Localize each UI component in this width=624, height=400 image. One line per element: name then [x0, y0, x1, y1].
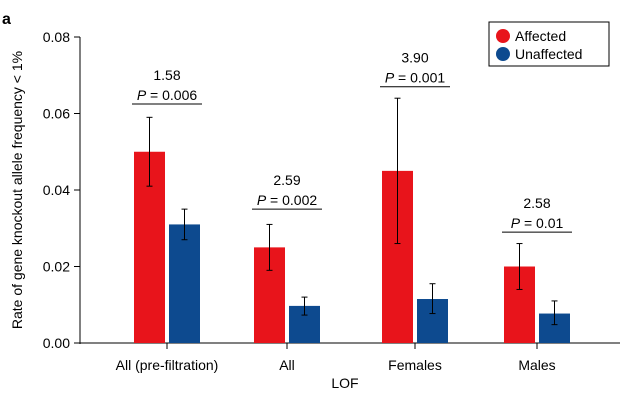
legend-label-affected: Affected: [515, 28, 566, 44]
y-tick-label: 0.02: [43, 259, 70, 275]
y-tick-label: 0.00: [43, 335, 70, 351]
y-tick-label: 0.06: [43, 106, 70, 122]
x-axis-label: LOF: [331, 375, 358, 391]
y-tick-label: 0.04: [43, 182, 70, 198]
legend-swatch-unaffected: [496, 47, 510, 61]
p-value-label: P = 0.002: [257, 192, 318, 208]
panel-label: a: [2, 11, 11, 28]
p-value-label: P = 0.01: [511, 215, 564, 231]
y-tick-label: 0.08: [43, 29, 70, 45]
legend-label-unaffected: Unaffected: [515, 46, 582, 62]
p-symbol: P: [137, 87, 147, 103]
p-symbol: P: [511, 215, 521, 231]
legend-frame: [488, 21, 610, 67]
p-symbol: P: [257, 192, 267, 208]
plot-area: 0.00 0.02 0.04 0.06 0.08 All (pre-filtration)…: [43, 29, 620, 373]
x-tick-label: All (pre-filtration): [116, 357, 219, 373]
x-tick-label: Males: [518, 357, 555, 373]
p-value: = 0.002: [266, 192, 317, 208]
x-tick-label: All: [279, 357, 295, 373]
ratio-label: 1.58: [153, 67, 180, 83]
p-value: = 0.01: [520, 215, 563, 231]
p-value-label: P = 0.006: [137, 87, 198, 103]
y-axis-label: Rate of gene knockout allele frequency <…: [9, 51, 25, 329]
p-symbol: P: [385, 70, 395, 86]
bar-unaffected: [169, 224, 200, 343]
legend: Affected Unaffected: [488, 21, 610, 67]
ratio-label: 2.58: [523, 195, 550, 211]
ratio-label: 2.59: [273, 172, 300, 188]
p-value: = 0.006: [146, 87, 197, 103]
p-value: = 0.001: [394, 70, 445, 86]
p-value-label: P = 0.001: [385, 70, 446, 86]
x-tick-label: Females: [388, 357, 442, 373]
ratio-label: 3.90: [401, 50, 428, 66]
legend-swatch-affected: [496, 29, 510, 43]
